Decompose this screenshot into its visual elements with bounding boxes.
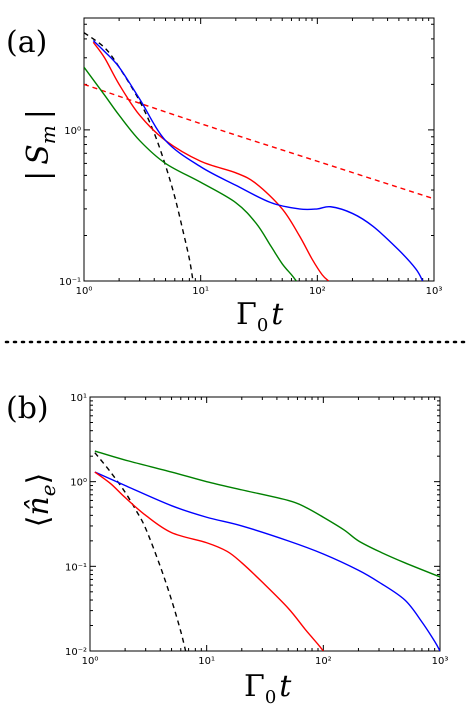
panel-a-series bbox=[84, 32, 434, 281]
x-tick-label: 10¹ bbox=[198, 656, 215, 667]
series-line-4 bbox=[92, 40, 424, 281]
panel-b: (b) 10⁰ 10¹ 10² 10³ 10⁻² 10⁻¹ 10⁰ 10¹ Γ0 t ⟨n̂e… bbox=[6, 391, 448, 708]
panel-b-ytick-labels: 10⁻² 10⁻¹ 10⁰ 10¹ bbox=[65, 393, 87, 658]
panel-b-xtick-labels: 10⁰ 10¹ 10² 10³ bbox=[82, 656, 449, 667]
panel-b-ticks bbox=[89, 397, 440, 652]
x-tick-label: 10³ bbox=[432, 656, 449, 667]
x-tick-label: 10¹ bbox=[192, 286, 209, 297]
panel-a-ylabel-sub: m bbox=[36, 125, 60, 144]
panel-a-ylabel: | Sm | bbox=[21, 109, 60, 181]
panel-a-xlabel-var: t bbox=[271, 297, 284, 332]
panel-a-ylabel-left: | bbox=[21, 171, 56, 181]
panel-b-label: (b) bbox=[6, 391, 49, 426]
panel-b-ylabel-open: ⟨ bbox=[21, 516, 56, 528]
panel-b-ylabel-main: n̂ bbox=[21, 496, 56, 515]
y-tick-label: 10⁰ bbox=[70, 478, 87, 489]
panel-a-xlabel: Γ0 t bbox=[236, 297, 284, 336]
series-line-1 bbox=[94, 452, 187, 651]
x-tick-label: 10³ bbox=[426, 286, 443, 297]
y-tick-label: 10⁰ bbox=[64, 126, 81, 137]
panel-b-xlabel-sub: 0 bbox=[265, 687, 276, 708]
panel-b-xlabel-var: t bbox=[279, 669, 292, 704]
panel-a-ytick-labels: 10⁻¹ 10⁰ bbox=[59, 126, 81, 288]
panel-b-series bbox=[94, 450, 440, 651]
panel-a-ylabel-main: S bbox=[21, 144, 56, 165]
x-tick-label: 10² bbox=[315, 656, 332, 667]
panel-a-xlabel-main: Γ bbox=[236, 297, 257, 332]
y-tick-label: 10⁻¹ bbox=[65, 562, 87, 573]
panel-b-xlabel: Γ0 t bbox=[244, 669, 292, 708]
series-line-2 bbox=[84, 83, 434, 200]
series-line-3 bbox=[94, 471, 440, 651]
series-line-1 bbox=[84, 32, 194, 281]
y-tick-label: 10⁻¹ bbox=[59, 277, 81, 288]
x-tick-label: 10⁰ bbox=[76, 286, 93, 297]
series-line-3 bbox=[92, 41, 330, 281]
panel-b-xlabel-main: Γ bbox=[244, 669, 265, 704]
panel-a-ylabel-right: | bbox=[21, 109, 56, 119]
panel-b-ylabel-sub: e bbox=[36, 484, 60, 496]
panel-a-xtick-labels: 10⁰ 10¹ 10² 10³ bbox=[76, 286, 443, 297]
x-tick-label: 10⁰ bbox=[82, 656, 99, 667]
y-tick-label: 10¹ bbox=[70, 393, 87, 404]
panel-a-ticks bbox=[83, 18, 434, 282]
panel-b-ylabel: ⟨n̂e⟩ bbox=[21, 473, 60, 528]
panel-a-xlabel-sub: 0 bbox=[257, 315, 268, 336]
panel-b-frame bbox=[89, 396, 441, 652]
panel-b-ylabel-close: ⟩ bbox=[21, 473, 56, 485]
panel-a-frame bbox=[83, 17, 435, 282]
series-line-5 bbox=[84, 66, 297, 281]
x-tick-label: 10² bbox=[309, 286, 326, 297]
series-line-2 bbox=[94, 450, 440, 578]
panel-a-label: (a) bbox=[6, 25, 47, 60]
y-tick-label: 10⁻² bbox=[65, 647, 87, 658]
series-line-4 bbox=[94, 471, 324, 651]
